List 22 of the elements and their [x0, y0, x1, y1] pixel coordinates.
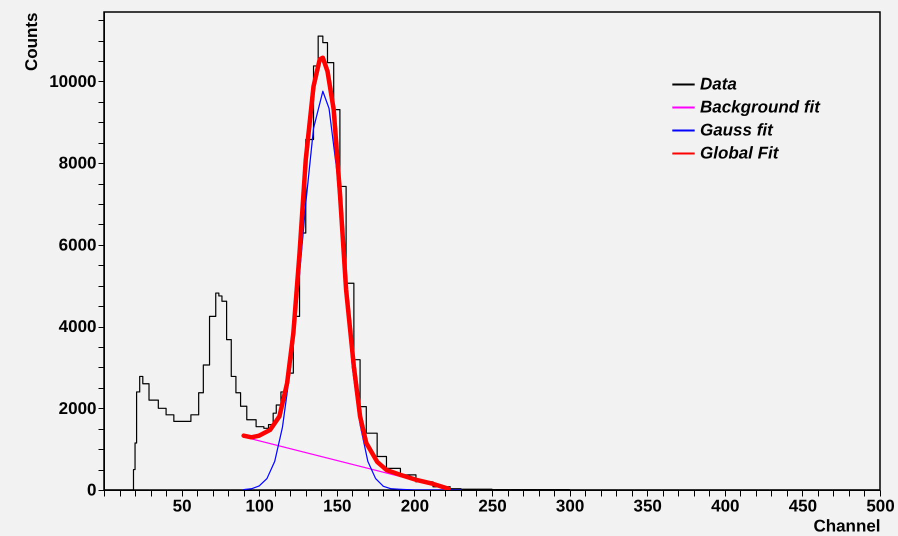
x-tick-label: 500: [866, 496, 895, 516]
legend-label: Gauss fit: [700, 120, 774, 140]
legend-label: Data: [700, 74, 737, 94]
y-tick-label: 4000: [58, 317, 96, 336]
x-tick-label: 100: [246, 496, 274, 516]
y-tick-label: 6000: [58, 235, 96, 254]
x-tick-label: 450: [788, 496, 818, 516]
y-tick-label: 8000: [58, 154, 96, 173]
x-tick-label: 150: [323, 496, 352, 516]
y-tick-label: 10000: [49, 72, 96, 91]
legend-label: Background fit: [700, 98, 822, 116]
x-tick-label: 50: [172, 496, 192, 516]
x-tick-label: 200: [400, 496, 430, 516]
y-axis-title: Counts: [22, 12, 42, 72]
x-tick-label: 350: [634, 496, 662, 516]
y-tick-label: 2000: [58, 398, 96, 418]
x-axis-title: Channel: [813, 516, 880, 536]
x-tick-label: 400: [711, 496, 740, 516]
legend-label: Global Fit: [700, 144, 780, 162]
y-tick-label: 0: [87, 480, 96, 500]
x-tick-label: 300: [556, 496, 584, 516]
x-tick-label: 250: [478, 496, 507, 516]
